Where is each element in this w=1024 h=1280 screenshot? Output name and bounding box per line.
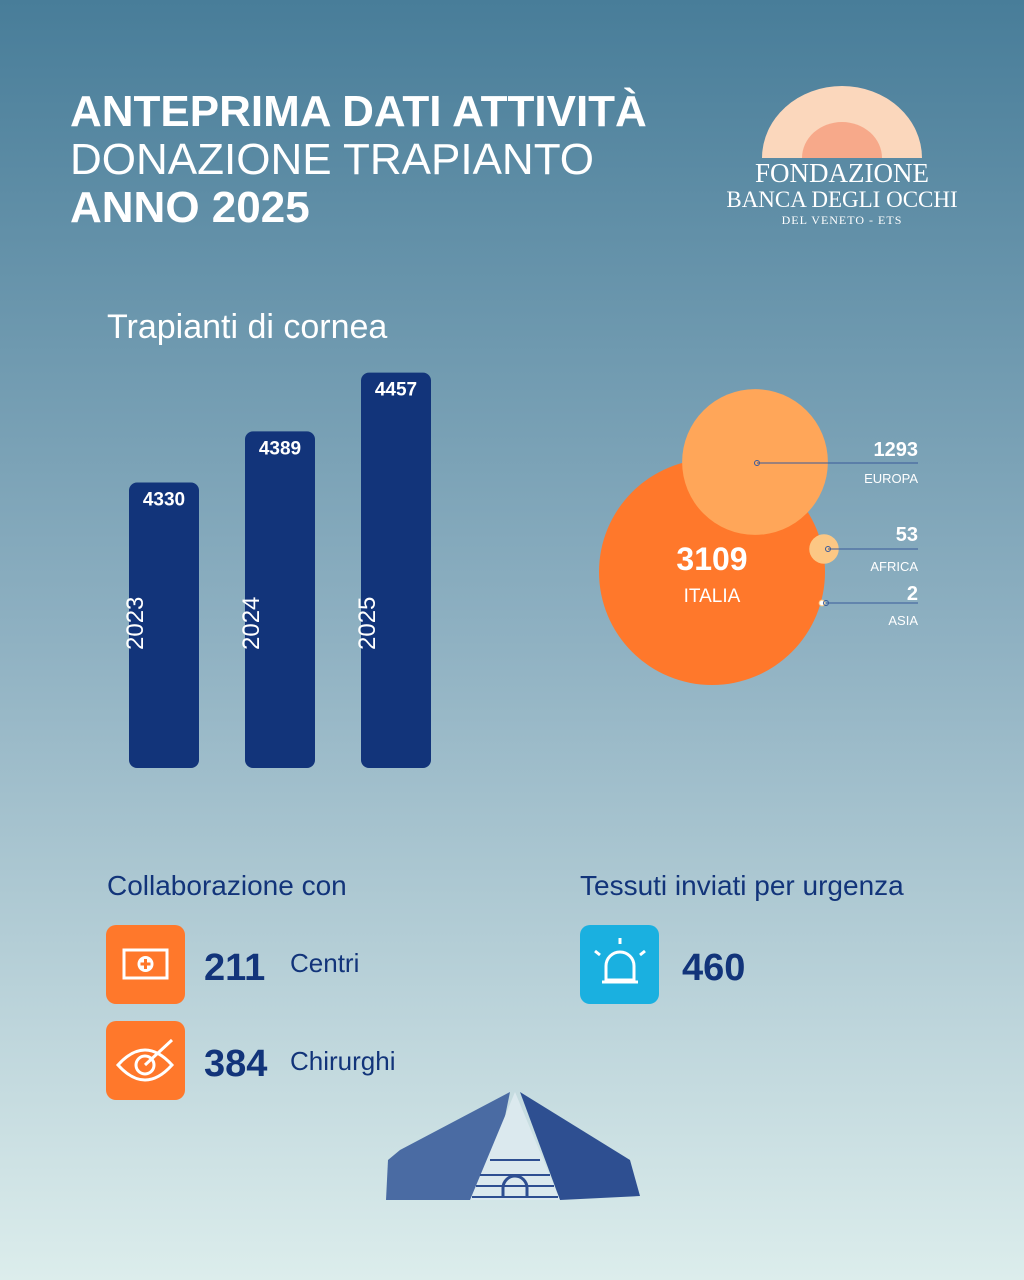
bar-value-label: 4457 bbox=[375, 380, 417, 401]
title-line: ANNO 2025 bbox=[70, 183, 310, 232]
stat-value: 460 bbox=[682, 947, 745, 989]
bar bbox=[245, 431, 315, 768]
bubble-category-label: ITALIA bbox=[684, 586, 741, 607]
bar bbox=[361, 372, 431, 768]
section-title: Tessuti inviati per urgenza bbox=[580, 870, 904, 901]
stat-value: 211 bbox=[204, 947, 265, 989]
logo: FONDAZIONE BANCA DEGLI OCCHI DEL VENETO … bbox=[726, 86, 958, 227]
logo-text: BANCA DEGLI OCCHI bbox=[726, 187, 957, 212]
bar-value-label: 4330 bbox=[143, 489, 185, 510]
logo-text: FONDAZIONE bbox=[755, 158, 929, 188]
icon-siren bbox=[580, 925, 659, 1004]
section-title: Collaborazione con bbox=[107, 870, 347, 901]
icon-eye bbox=[106, 1021, 185, 1100]
bubble-category-label: ASIA bbox=[888, 613, 918, 628]
bubble-value-label: 3109 bbox=[676, 541, 747, 577]
chart-title: Trapianti di cornea bbox=[107, 308, 387, 346]
leader-dot bbox=[825, 546, 831, 552]
stat-label: Centri bbox=[290, 948, 359, 978]
logo-text: DEL VENETO - ETS bbox=[782, 213, 903, 227]
bubble-category-label: AFRICA bbox=[870, 559, 918, 574]
bar-category-label: 2025 bbox=[354, 597, 381, 650]
bubble bbox=[809, 534, 839, 564]
leader-dot bbox=[823, 600, 829, 606]
bar-category-label: 2024 bbox=[238, 597, 265, 650]
title-line: ANTEPRIMA DATI ATTIVITÀ bbox=[70, 86, 647, 136]
stat-value: 384 bbox=[204, 1043, 267, 1085]
icon-hospital bbox=[106, 925, 185, 1004]
stat-label: Chirurghi bbox=[290, 1046, 396, 1076]
bar-value-label: 4389 bbox=[259, 438, 301, 459]
bar bbox=[129, 482, 199, 768]
bubble-category-label: EUROPA bbox=[864, 471, 918, 486]
bubble-value-label: 1293 bbox=[874, 439, 919, 461]
bubble-value-label: 53 bbox=[896, 524, 918, 546]
bar-category-label: 2023 bbox=[122, 597, 149, 650]
bar-chart: 4330 2023 4389 2024 4457 2025 bbox=[122, 372, 431, 768]
logo-fan-center bbox=[802, 122, 882, 158]
bubble-value-label: 2 bbox=[907, 583, 918, 605]
bubble-chart: 3109 ITALIA 1293 EUROPA 53 AFRICA 2 ASIA bbox=[599, 389, 918, 685]
building bbox=[386, 1092, 640, 1200]
title-line: DONAZIONE TRAPIANTO bbox=[70, 135, 594, 184]
leader-dot bbox=[754, 460, 760, 466]
